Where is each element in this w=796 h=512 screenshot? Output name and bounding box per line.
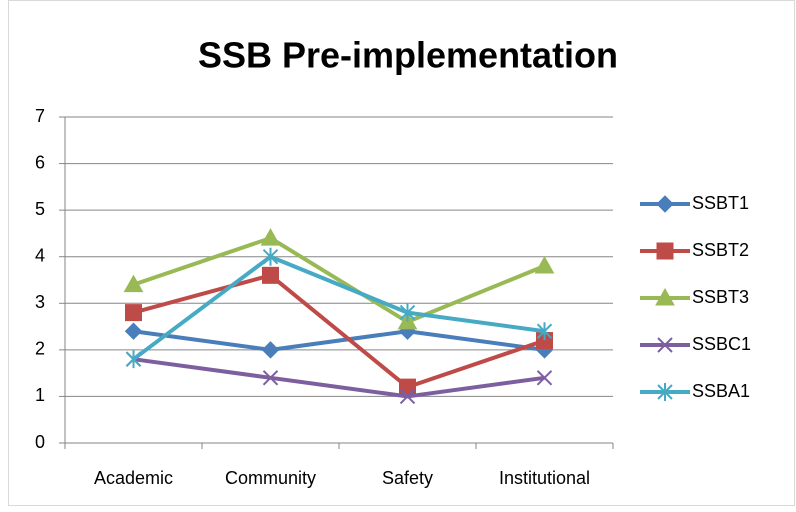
chart-title: SSB Pre-implementation [198,35,618,76]
legend-label: SSBT2 [692,240,749,260]
data-point [125,350,142,369]
series-line [132,254,545,361]
legend-label: SSBT1 [692,193,749,213]
legend-label: SSBC1 [692,334,751,354]
x-tick-label: Academic [94,468,173,488]
y-tick-label: 0 [35,432,45,452]
y-tick-label: 4 [35,245,45,265]
legend-marker [655,287,675,306]
data-point [262,266,279,284]
legend-marker [656,242,674,260]
y-tick-label: 3 [35,292,45,312]
y-tick-label: 2 [35,339,45,359]
chart-frame [8,0,795,506]
data-point [125,304,142,322]
data-point [399,378,416,396]
series-line [133,357,545,399]
x-tick-label: Community [225,468,316,488]
data-point [262,247,279,266]
data-point [124,322,143,340]
series-line [133,329,545,352]
x-tick-label: Safety [382,468,433,488]
y-tick-label: 6 [35,152,45,172]
legend-label: SSBA1 [692,381,750,401]
legend-marker [657,383,673,401]
data-point [260,228,281,246]
legend-marker [657,337,673,353]
data-point [536,322,553,341]
y-tick-label: 5 [35,199,45,219]
legend-label: SSBT3 [692,287,749,307]
data-point [399,303,416,322]
legend-marker [656,195,674,213]
series-line [132,236,546,324]
data-point [399,388,416,405]
data-point [261,341,280,359]
data-point [536,370,553,386]
data-point [123,274,144,293]
data-point [262,370,279,386]
y-tick-label: 7 [35,106,45,126]
y-tick-label: 1 [35,385,45,405]
series-line [132,273,546,390]
data-point [534,256,555,274]
x-tick-label: Institutional [499,468,590,488]
